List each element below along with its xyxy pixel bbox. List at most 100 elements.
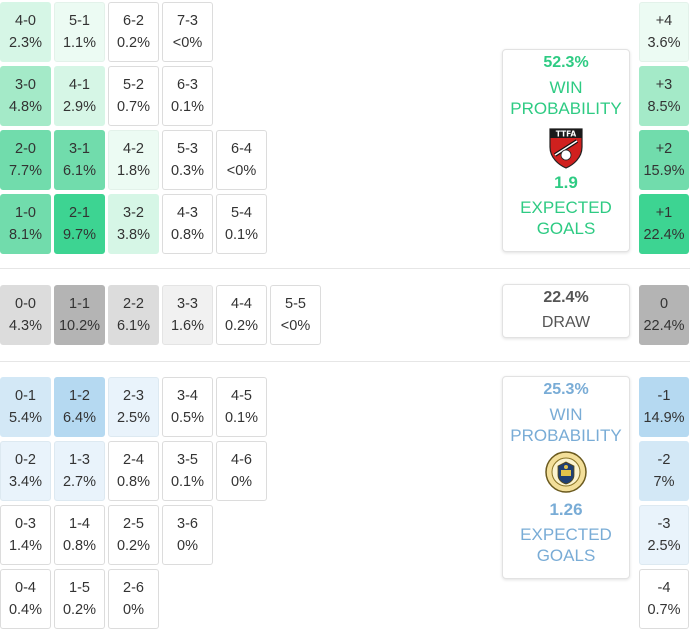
- goal-margin-cell: -2 7%: [639, 441, 689, 501]
- away-summary-panel: 25.3% WIN PROBABILITY 1.26 EXPECTED GOAL…: [502, 376, 630, 579]
- scoreline-cell: 1-3 2.7%: [54, 441, 105, 501]
- score-label: 4-4: [231, 296, 252, 312]
- scoreline-cell: 3-4 0.5%: [162, 377, 213, 437]
- score-label: 6-3: [177, 77, 198, 93]
- score-label: 2-3: [123, 388, 144, 404]
- probability-label: 22.4%: [643, 227, 685, 243]
- scoreline-cell: 1-2 6.4%: [54, 377, 105, 437]
- score-label: 3-1: [69, 141, 90, 157]
- score-label: 4-2: [123, 141, 144, 157]
- probability-label: 2.9%: [62, 99, 97, 115]
- scoreline-cell: 0-3 1.4%: [0, 505, 51, 565]
- score-label: 2-5: [123, 516, 144, 532]
- scoreline-cell: 2-2 6.1%: [108, 285, 159, 345]
- goal-margin-cell: -1 14.9%: [639, 377, 689, 437]
- scoreline-cell: 5-4 0.1%: [216, 194, 267, 254]
- probability-label: 0.1%: [170, 474, 205, 490]
- goal-margin-cell: +2 15.9%: [639, 130, 689, 190]
- goal-margin-cell: -4 0.7%: [639, 569, 689, 629]
- score-label: 1-5: [69, 580, 90, 596]
- score-label: 5-4: [231, 205, 252, 221]
- scoreline-cell: 0-2 3.4%: [0, 441, 51, 501]
- score-label: 1-1: [69, 296, 90, 312]
- score-label: 1-3: [69, 452, 90, 468]
- score-label: +3: [655, 77, 673, 93]
- score-label: 3-2: [123, 205, 144, 221]
- probability-label: 0.1%: [170, 99, 205, 115]
- draw-summary-panel: 22.4% DRAW: [502, 284, 630, 338]
- scoreline-cell: 4-4 0.2%: [216, 285, 267, 345]
- scoreline-cell: 6-2 0.2%: [108, 2, 159, 62]
- score-label: 5-3: [177, 141, 198, 157]
- probability-label: 22.4%: [643, 318, 685, 334]
- scoreline-cell: 4-3 0.8%: [162, 194, 213, 254]
- away-win-percentage: 25.3%: [543, 381, 589, 398]
- probability-label: 0.4%: [8, 602, 43, 618]
- score-label: 2-1: [69, 205, 90, 221]
- goal-margin-cell: -3 2.5%: [639, 505, 689, 565]
- probability-label: <0%: [280, 318, 311, 334]
- away-expected-goals-value: 1.26: [549, 500, 583, 519]
- probability-label: 9.7%: [62, 227, 97, 243]
- score-label: 2-6: [123, 580, 144, 596]
- scoreline-cell: 5-1 1.1%: [54, 2, 105, 62]
- score-label: -3: [657, 516, 671, 532]
- scoreline-cell: 0-1 5.4%: [0, 377, 51, 437]
- score-label: 6-2: [123, 13, 144, 29]
- home-win-label: WIN: [549, 78, 583, 97]
- probability-label: <0%: [172, 35, 203, 51]
- scoreline-cell: 2-6 0%: [108, 569, 159, 629]
- probability-label: 10.2%: [58, 318, 101, 334]
- probability-label: 3.4%: [8, 474, 43, 490]
- scoreline-cell: 0-4 0.4%: [0, 569, 51, 629]
- probability-label: 6.1%: [62, 163, 97, 179]
- score-label: 0-0: [15, 296, 36, 312]
- score-label: 3-4: [177, 388, 198, 404]
- score-label: -1: [657, 388, 671, 404]
- scoreline-cell: 0-0 4.3%: [0, 285, 51, 345]
- away-win-label: WIN: [549, 405, 583, 424]
- scoreline-cell: 1-4 0.8%: [54, 505, 105, 565]
- scoreline-cell: 4-0 2.3%: [0, 2, 51, 62]
- probability-label: 0.7%: [116, 99, 151, 115]
- home-goals-label: GOALS: [536, 219, 596, 238]
- probability-label: 0.8%: [170, 227, 205, 243]
- scoreline-cell: 2-5 0.2%: [108, 505, 159, 565]
- score-label: 2-4: [123, 452, 144, 468]
- probability-label: 15.9%: [643, 163, 685, 179]
- goal-margin-cell: 0 22.4%: [639, 285, 689, 345]
- scoreline-cell: 2-4 0.8%: [108, 441, 159, 501]
- score-label: +4: [655, 13, 673, 29]
- score-label: 7-3: [177, 13, 198, 29]
- probability-label: 0.3%: [170, 163, 205, 179]
- home-draw-divider: [0, 268, 690, 269]
- score-label: 0: [659, 296, 669, 312]
- scoreline-cell: 7-3 <0%: [162, 2, 213, 62]
- score-label: 5-2: [123, 77, 144, 93]
- probability-label: 6.4%: [62, 410, 97, 426]
- score-label: 2-0: [15, 141, 36, 157]
- svg-text:TTFA: TTFA: [556, 130, 577, 139]
- score-label: 5-1: [69, 13, 90, 29]
- scoreline-cell: 3-2 3.8%: [108, 194, 159, 254]
- probability-label: 0.2%: [116, 538, 151, 554]
- home-expected-label: EXPECTED: [520, 198, 612, 217]
- goal-margin-cell: +4 3.6%: [639, 2, 689, 62]
- scoreline-cell: 4-2 1.8%: [108, 130, 159, 190]
- score-label: 0-2: [15, 452, 36, 468]
- home-summary-panel: 52.3% WIN PROBABILITY TTFA 1.9 EXPECTED …: [502, 49, 630, 252]
- probability-label: 3.8%: [116, 227, 151, 243]
- score-label: 4-1: [69, 77, 90, 93]
- probability-label: 6.1%: [116, 318, 151, 334]
- probability-label: 7.7%: [8, 163, 43, 179]
- probability-label: 7%: [653, 474, 675, 490]
- probability-label: 0.2%: [116, 35, 151, 51]
- score-label: 6-4: [231, 141, 252, 157]
- probability-label: 0.1%: [224, 410, 259, 426]
- away-expected-label: EXPECTED: [520, 525, 612, 544]
- scoreline-cell: 1-1 10.2%: [54, 285, 105, 345]
- probability-label: 1.4%: [8, 538, 43, 554]
- ttfa-crest-icon: TTFA: [549, 128, 583, 169]
- probability-label: 2.3%: [8, 35, 43, 51]
- away-probability-label: PROBABILITY: [510, 426, 622, 445]
